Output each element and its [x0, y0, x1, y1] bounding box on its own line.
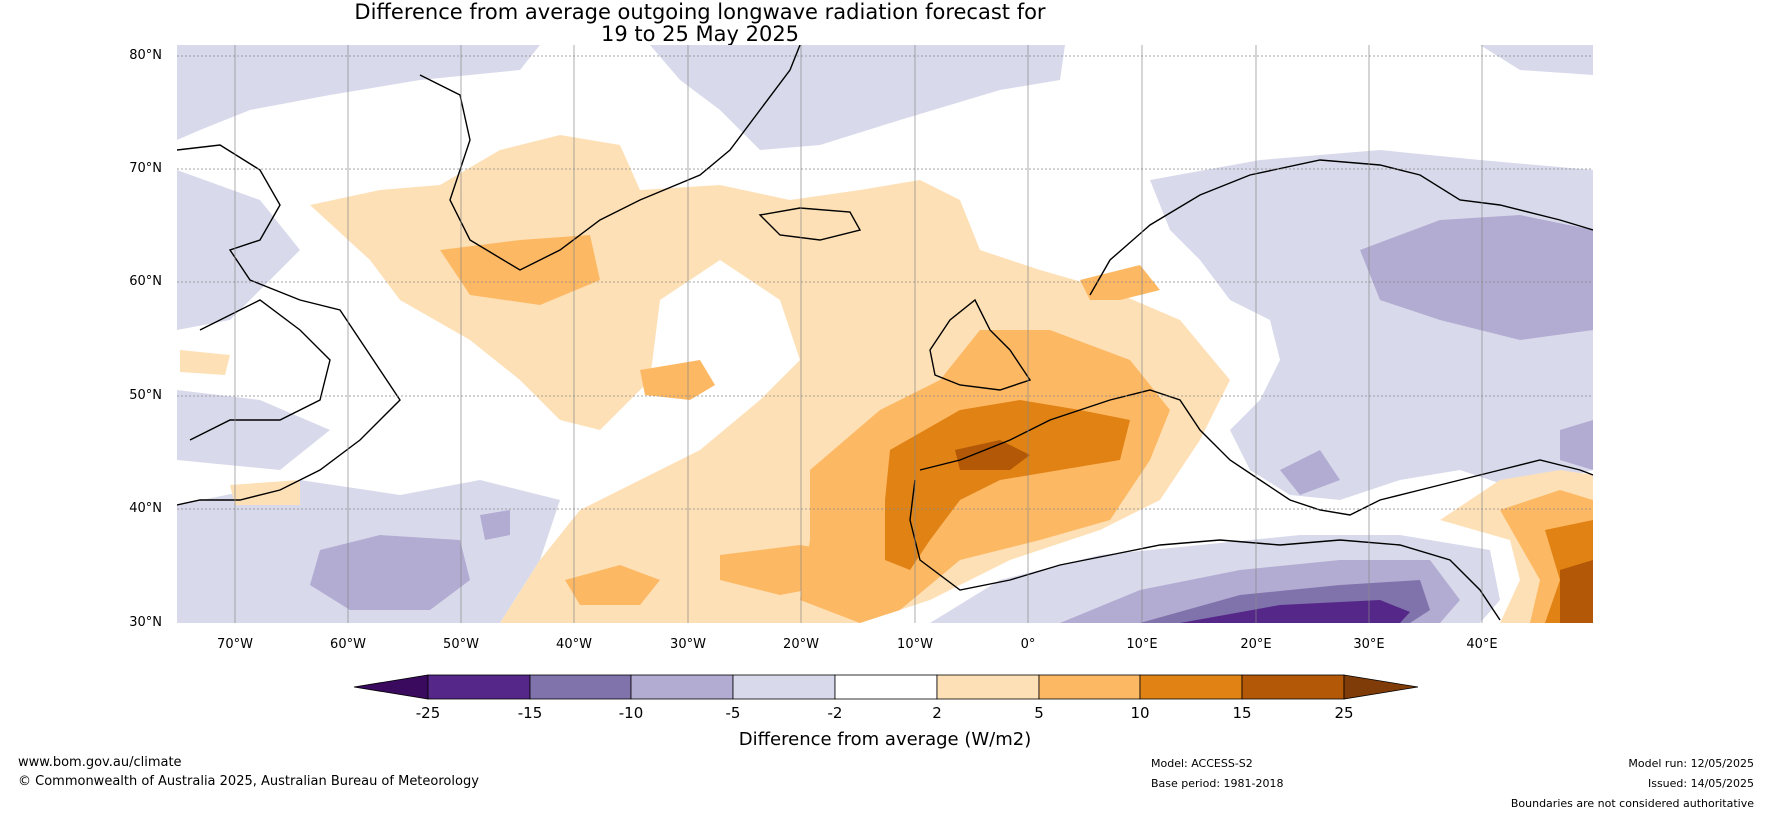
copyright-text: © Commonwealth of Australia 2025, Austra… [18, 774, 479, 789]
colorbar-segment [427, 674, 531, 700]
colorbar-tick: 5 [1034, 704, 1044, 722]
issued-text: Issued: 14/05/2025 [1647, 777, 1754, 790]
lat-label: 30°N [129, 615, 162, 630]
map-title-line1: Difference from average outgoing longwav… [354, 0, 1046, 24]
colorbar-segment [834, 674, 938, 700]
model-text: Model: ACCESS-S2 [1151, 757, 1253, 770]
colorbar-tick: 2 [932, 704, 942, 722]
lon-label: 20°E [1240, 637, 1272, 652]
colorbar-tick: -10 [618, 704, 644, 722]
colorbar-label: Difference from average (W/m2) [738, 729, 1032, 750]
base-period-text: Base period: 1981-2018 [1151, 777, 1284, 790]
colorbar-segment [353, 674, 429, 700]
model-run-text: Model run: 12/05/2025 [1628, 757, 1754, 770]
lon-label: 50°W [443, 637, 479, 652]
colorbar-segment [936, 674, 1040, 700]
lon-label: 40°E [1466, 637, 1498, 652]
colorbar-tick: -5 [725, 704, 741, 722]
colorbar-segment [1139, 674, 1243, 700]
colorbar-segment [732, 674, 836, 700]
colorbar [353, 674, 1419, 700]
colorbar-tick: -25 [415, 704, 441, 722]
colorbar-segment [529, 674, 632, 700]
coastlines [177, 45, 1593, 621]
lon-label: 20°W [783, 637, 819, 652]
colorbar-segment [1038, 674, 1141, 700]
colorbar-segment [1241, 674, 1345, 700]
lon-label: 60°W [330, 637, 366, 652]
lon-label: 10°E [1126, 637, 1158, 652]
lon-label: 30°W [670, 637, 706, 652]
anomaly-field [177, 45, 1593, 623]
colorbar-tick: 25 [1334, 704, 1354, 722]
colorbar-tick: -2 [827, 704, 843, 722]
lat-label: 70°N [129, 161, 162, 176]
lon-label: 0° [1020, 637, 1036, 652]
lon-label: 70°W [217, 637, 253, 652]
lat-label: 80°N [129, 48, 162, 63]
lat-label: 40°N [129, 501, 162, 516]
disclaimer-text: Boundaries are not considered authoritat… [1510, 797, 1754, 810]
lon-label: 30°E [1353, 637, 1385, 652]
map-title-line2: 19 to 25 May 2025 [600, 22, 800, 46]
lon-label: 40°W [556, 637, 592, 652]
lat-label: 50°N [129, 388, 162, 403]
lon-label: 10°W [897, 637, 933, 652]
colorbar-tick: -15 [517, 704, 543, 722]
colorbar-segment [1343, 674, 1419, 700]
colorbar-tick: 10 [1130, 704, 1150, 722]
website-link[interactable]: www.bom.gov.au/climate [18, 755, 182, 770]
colorbar-tick: 15 [1232, 704, 1252, 722]
lat-label: 60°N [129, 274, 162, 289]
graticule [177, 45, 1593, 623]
colorbar-segment [630, 674, 734, 700]
